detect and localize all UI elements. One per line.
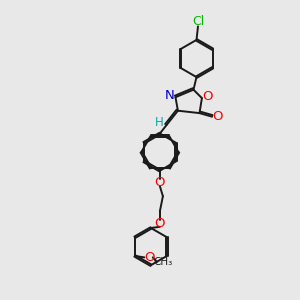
Text: O: O bbox=[203, 90, 213, 103]
Text: O: O bbox=[145, 251, 155, 264]
Text: O: O bbox=[155, 217, 165, 230]
Text: CH₃: CH₃ bbox=[153, 257, 172, 267]
Text: O: O bbox=[155, 176, 165, 189]
Text: H: H bbox=[154, 116, 164, 129]
Text: O: O bbox=[212, 110, 223, 123]
Text: Cl: Cl bbox=[192, 14, 204, 28]
Text: N: N bbox=[165, 89, 175, 102]
